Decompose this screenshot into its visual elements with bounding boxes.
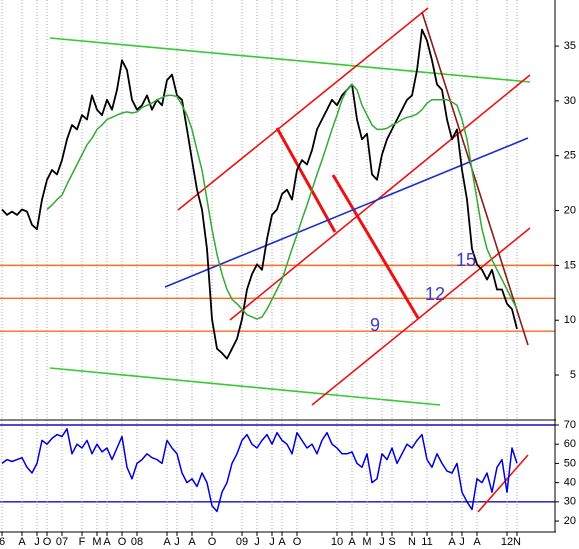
y-tick-label: 30 [564,95,576,107]
trend-line [229,74,531,321]
x-tick-label: J [174,536,180,548]
trend-line [49,37,531,83]
y-tick-label: 20 [564,204,576,216]
x-tick-label: 10 [331,536,343,548]
x-tick-label: J [269,536,275,548]
x-tick-label: A [278,536,286,548]
trend-line [275,127,337,233]
x-tick-label: 08 [131,536,143,548]
x-tick-label: O [118,536,127,548]
x-tick-label: 12 [501,536,513,548]
y-tick-label: 5 [570,369,576,381]
x-tick-label: S [388,536,395,548]
y-tick-label: 25 [564,150,576,162]
trend-line [177,7,429,211]
trend-lines [49,7,531,513]
annotation: 12 [425,284,445,304]
series-line [1,428,518,513]
x-tick-label: M [92,536,101,548]
series-line [46,83,518,320]
trend-line [311,227,531,406]
x-tick-label: A [18,536,26,548]
y-tick-label: 30 [564,496,576,508]
y-tick-label: 70 [564,419,576,431]
y-tick-label: 15 [564,259,576,271]
trend-line [477,454,529,513]
x-tick-label: F [79,536,86,548]
x-tick-label: N [408,536,416,548]
trend-line [164,137,529,288]
trend-line [49,367,441,406]
x-tick-label: A [348,536,356,548]
y-tick-label: 40 [564,477,576,489]
x-tick-label: A [103,536,111,548]
annotation: 15 [456,250,476,270]
y-tick-label: 60 [564,438,576,450]
x-tick-label: J [459,536,465,548]
y-tick-label: 20 [564,515,576,527]
x-tick-label: 07 [56,536,68,548]
trend-line [421,11,529,346]
x-tick-label: A [188,536,196,548]
x-tick-label: 09 [236,536,248,548]
x-tick-label: 6 [0,536,5,548]
x-tick-label: N [513,536,521,548]
x-tick-label: A [448,536,456,548]
y-tick-label: 35 [564,40,576,52]
x-tick-label: M [362,536,371,548]
series-line [1,28,518,360]
x-tick-label: A [163,536,171,548]
x-tick-label: A [473,536,481,548]
x-tick-label: J [379,536,385,548]
x-tick-label: J [254,536,260,548]
x-tick-label: O [293,536,302,548]
x-tick-label: O [208,536,217,548]
y-tick-label: 10 [564,314,576,326]
x-tick-label: 11 [421,536,432,548]
x-tick-label: J [34,536,40,548]
x-tick-label: O [43,536,52,548]
annotation: 9 [370,315,380,335]
trend-line [331,174,420,319]
y-tick-label: 50 [564,457,576,469]
grid [0,0,555,532]
